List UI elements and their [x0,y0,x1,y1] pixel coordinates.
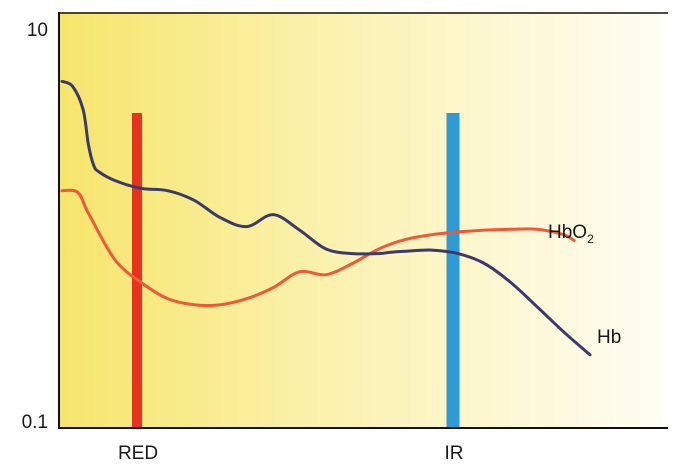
marker-label-ir: IR [445,443,464,464]
series-line-hb [60,79,592,357]
y-tick-label-top: 10 [27,20,48,41]
plot-background [59,12,663,428]
series-label-hbo2-base: HbO [548,222,587,243]
series-label-hbo2-sub: 2 [587,232,594,246]
marker-bar-ir [446,113,460,428]
marker-bar-red [132,113,142,428]
marker-label-red: RED [118,443,158,464]
y-tick-label-bottom: 0.1 [22,412,48,433]
series-label-hbo2: HbO2 [548,222,594,246]
series-label-hb: Hb [597,327,621,348]
series-line-hbo2 [60,188,576,308]
